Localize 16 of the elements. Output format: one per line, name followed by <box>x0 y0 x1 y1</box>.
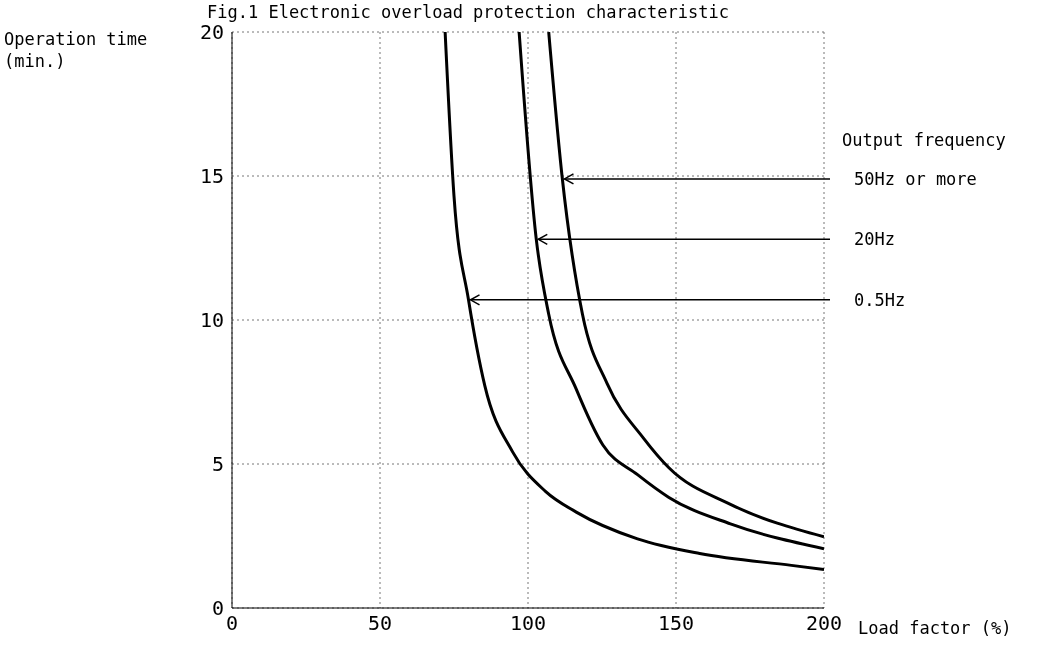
y-tick-label: 15 <box>199 164 224 189</box>
ref-line-label: 0.5Hz <box>854 289 906 310</box>
line-series <box>443 32 824 571</box>
y-tick-label: 5 <box>211 452 224 477</box>
ref-line-label: 50Hz or more <box>854 168 977 189</box>
chart-title: Fig.1 Electronic overload protection characteristic <box>206 2 730 22</box>
x-tick-label: 100 <box>509 611 547 636</box>
x-tick-label: 150 <box>657 611 695 636</box>
ref-line-label: 20Hz <box>854 229 895 250</box>
y-axis-title: Operation time (min.) <box>4 28 149 72</box>
x-tick-label: 200 <box>805 611 843 636</box>
x-tick-label: 50 <box>367 611 393 636</box>
y-tick-label: 10 <box>199 308 224 333</box>
x-axis-title: Load factor (%) <box>858 618 1012 638</box>
text: Output frequency <box>842 130 1006 150</box>
y-tick-label: 20 <box>199 20 224 45</box>
